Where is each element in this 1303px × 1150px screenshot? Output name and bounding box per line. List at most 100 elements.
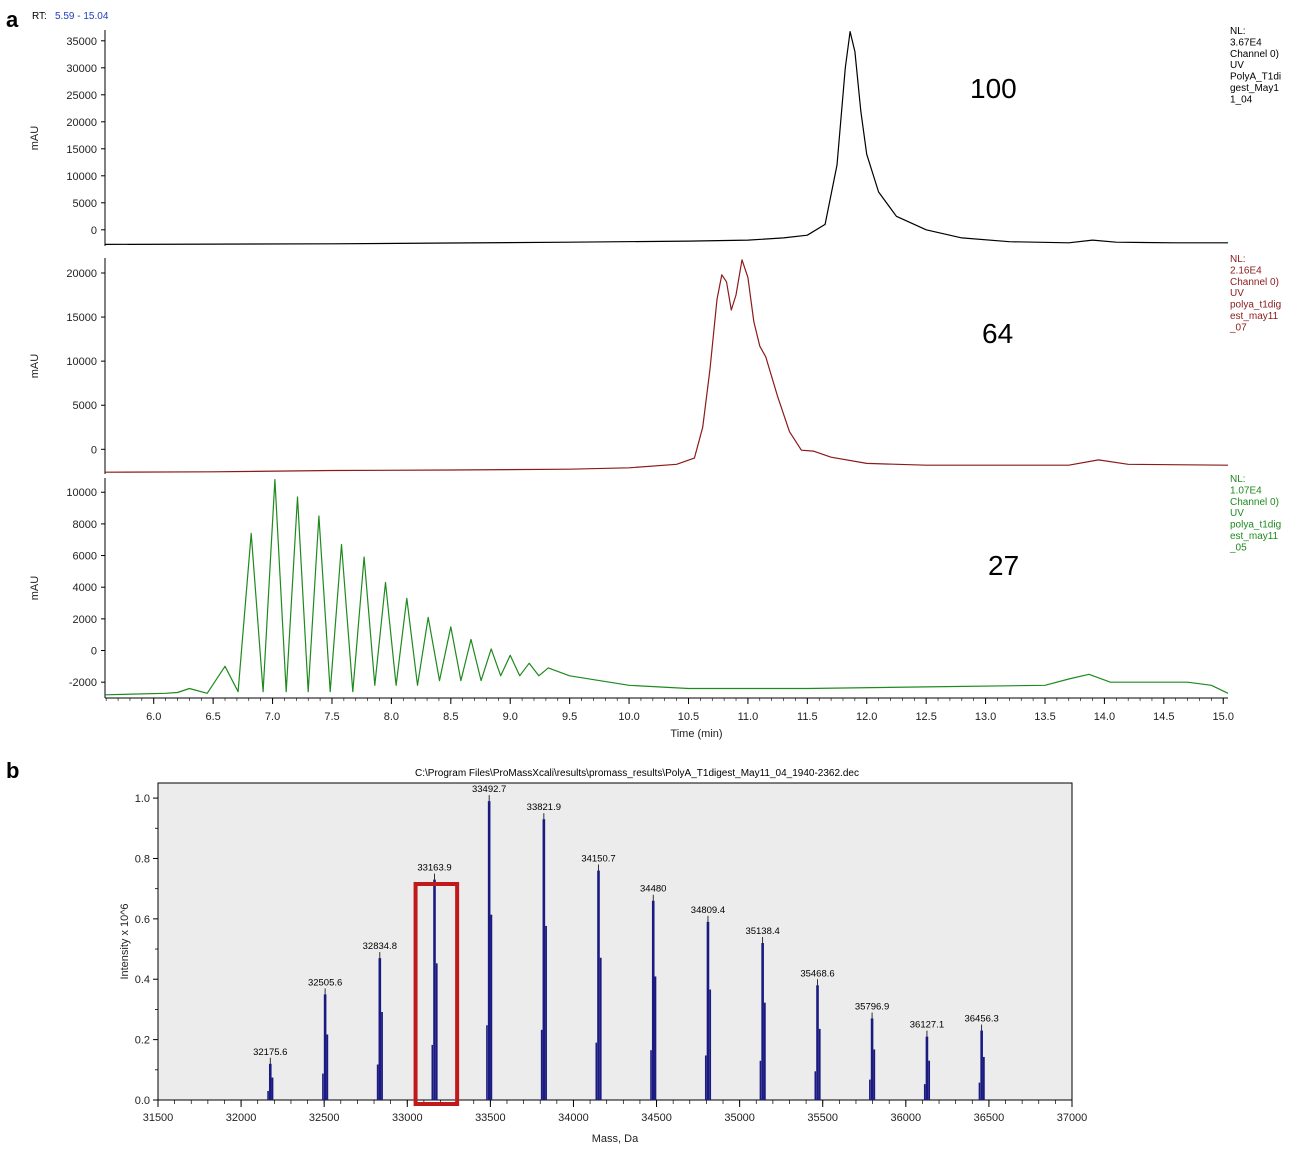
y-tick-label: 10000 bbox=[66, 487, 97, 499]
peak-shoulder bbox=[709, 989, 712, 1100]
peak-shoulder bbox=[271, 1077, 274, 1100]
chromatogram-panel: 35000300002500020000150001000050000mAUNL… bbox=[29, 26, 1281, 740]
x-tick-label: 35000 bbox=[724, 1112, 755, 1124]
peak-36127.1: 36127.1 bbox=[910, 1020, 944, 1100]
peak-shoulder bbox=[545, 925, 547, 1100]
x-tick-label: 8.5 bbox=[443, 711, 458, 723]
nl-annotation: polya_t1dig bbox=[1230, 520, 1281, 531]
x-tick-label: 34500 bbox=[641, 1112, 672, 1124]
y-tick-label: 10000 bbox=[66, 356, 97, 368]
peak-label: 32834.8 bbox=[363, 941, 397, 952]
panel-a-label: a bbox=[6, 7, 19, 32]
peak-shoulder bbox=[759, 1060, 762, 1100]
peak-label: 32505.6 bbox=[308, 977, 342, 988]
x-tick-label: 7.5 bbox=[324, 711, 339, 723]
panel-b-label: b bbox=[6, 758, 19, 783]
nl-annotation: 3.67E4 bbox=[1230, 37, 1262, 48]
nl-annotation: 2.16E4 bbox=[1230, 265, 1262, 276]
peak-label: 33821.9 bbox=[527, 802, 561, 813]
y-tick-label: 6000 bbox=[73, 551, 97, 563]
nl-annotation: est_may11 bbox=[1230, 311, 1279, 322]
y-axis-label: mAU bbox=[29, 126, 41, 151]
peak-shoulder bbox=[540, 1029, 543, 1100]
x-tick-label: 33500 bbox=[475, 1112, 506, 1124]
peak-bar bbox=[433, 879, 436, 1100]
x-tick-label: 32500 bbox=[309, 1112, 340, 1124]
y-tick-label: 8000 bbox=[73, 519, 97, 531]
peak-32175.6: 32175.6 bbox=[253, 1047, 287, 1100]
x-tick-label: 12.5 bbox=[915, 711, 936, 723]
peak-label: 32175.6 bbox=[253, 1047, 287, 1058]
peak-shoulder bbox=[978, 1082, 981, 1100]
y-tick-label: 25000 bbox=[66, 90, 97, 102]
peak-label: 34809.4 bbox=[691, 905, 725, 916]
peak-bar bbox=[542, 819, 546, 1100]
x-tick-label: 11.0 bbox=[738, 711, 759, 723]
nl-annotation: UV bbox=[1230, 60, 1244, 71]
peak-bar bbox=[925, 1036, 929, 1100]
peak-label: 33492.7 bbox=[472, 784, 506, 795]
x-tick-label: 7.0 bbox=[265, 711, 280, 723]
peak-shoulder bbox=[599, 957, 602, 1100]
peak-shoulder bbox=[763, 1002, 766, 1100]
y-tick-label: 0 bbox=[91, 225, 97, 237]
peak-34150.7: 34150.7 bbox=[581, 854, 616, 1100]
x-axis-label: Time (min) bbox=[670, 728, 722, 740]
peak-35138.4: 35138.4 bbox=[745, 926, 780, 1100]
y-tick-label: 35000 bbox=[66, 36, 97, 48]
peak-shoulder bbox=[435, 963, 438, 1100]
peak-bar bbox=[597, 870, 600, 1100]
nl-annotation: PolyA_T1di bbox=[1230, 72, 1281, 83]
nl-annotation: 1_04 bbox=[1230, 94, 1253, 105]
nl-annotation: _05 bbox=[1229, 542, 1247, 553]
peak-label: 36456.3 bbox=[964, 1014, 998, 1025]
peak-shoulder bbox=[928, 1060, 931, 1100]
peak-shoulder bbox=[923, 1084, 926, 1100]
x-tick-label: 35500 bbox=[807, 1112, 838, 1124]
nl-annotation: UV bbox=[1230, 288, 1244, 299]
peak-36456.3: 36456.3 bbox=[964, 1014, 999, 1100]
peak-shoulder bbox=[490, 914, 493, 1100]
y-tick-label: 0.8 bbox=[135, 853, 150, 865]
x-tick-label: 10.0 bbox=[618, 711, 639, 723]
peak-bar bbox=[706, 921, 710, 1100]
trace-64: 20000 15000 10000 5000 0 mAU NL:2.16E4Channel … bbox=[29, 254, 1281, 474]
trace-line-64 bbox=[104, 259, 1229, 473]
x-tick-label: 32000 bbox=[226, 1112, 257, 1124]
x-tick-label: 10.5 bbox=[678, 711, 699, 723]
spectrum-title: C:\Program Files\ProMassXcali\results\pr… bbox=[415, 768, 859, 779]
y-tick-label: 15000 bbox=[66, 144, 97, 156]
x-axis-label: Mass, Da bbox=[592, 1133, 639, 1145]
y-tick-label: 5000 bbox=[73, 400, 97, 412]
y-tick-label: 0 bbox=[91, 444, 97, 456]
x-tick-label: 13.5 bbox=[1034, 711, 1055, 723]
peak-33163.9: 33163.9 bbox=[417, 863, 452, 1100]
x-tick-label: 9.5 bbox=[562, 711, 577, 723]
nl-annotation: UV bbox=[1230, 508, 1244, 519]
x-tick-label: 8.0 bbox=[384, 711, 399, 723]
trace-27: 10000 8000 6000 4000 2000 0 -2000 mAU NL:1.07E4C… bbox=[29, 474, 1281, 698]
y-axis-label: mAU bbox=[29, 354, 41, 379]
peak-shoulder bbox=[814, 1071, 817, 1100]
y-tick-label: 0.2 bbox=[135, 1035, 150, 1047]
y-tick-label: 10000 bbox=[66, 171, 97, 183]
highlight-box bbox=[413, 882, 460, 1106]
x-tick-label: 31500 bbox=[143, 1112, 174, 1124]
x-tick-label: 12.0 bbox=[856, 711, 877, 723]
nl-annotation: est_may11 bbox=[1230, 531, 1279, 542]
trace-number-label: 27 bbox=[988, 550, 1019, 581]
y-tick-label: 20000 bbox=[66, 117, 97, 129]
plot-area bbox=[157, 782, 1073, 1101]
peak-32505.6: 32505.6 bbox=[308, 977, 342, 1100]
peak-label: 35138.4 bbox=[745, 926, 779, 937]
y-tick-label: 5000 bbox=[73, 198, 97, 210]
peak-shoulder bbox=[322, 1073, 324, 1100]
y-tick-label: 4000 bbox=[73, 582, 97, 594]
peak-shoulder bbox=[873, 1049, 876, 1100]
y-tick-label: 2000 bbox=[73, 614, 97, 626]
nl-annotation: polya_t1dig bbox=[1230, 300, 1281, 311]
y-tick-label: 20000 bbox=[66, 268, 97, 280]
y-tick-label: 30000 bbox=[66, 63, 97, 75]
y-tick-label: 15000 bbox=[66, 312, 97, 324]
peak-bar bbox=[378, 958, 382, 1100]
